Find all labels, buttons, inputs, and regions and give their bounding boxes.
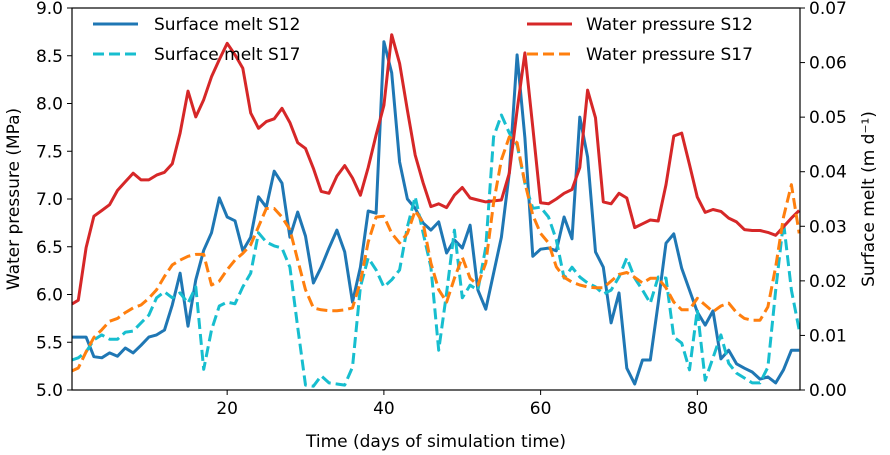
x-axis-ticks: 20 40 60 80	[216, 390, 708, 419]
y-right-tick-label: 0.05	[809, 108, 847, 128]
y-tick-label: 8.5	[36, 47, 63, 67]
legend-label: Water pressure S17	[586, 45, 753, 65]
y-axis-label-left: Water pressure (MPa)	[4, 108, 24, 290]
series-layer	[71, 33, 801, 388]
y-right-tick-label: 0.07	[809, 0, 847, 19]
y-tick-label: 5.5	[36, 333, 63, 353]
x-tick-label: 40	[373, 399, 395, 419]
y-right-tick-label: 0.00	[809, 381, 847, 401]
y-right-tick-label: 0.01	[809, 326, 847, 346]
y-right-tick-label: 0.06	[809, 54, 847, 74]
legend-label: Surface melt S12	[154, 15, 300, 35]
y-right-tick-label: 0.02	[809, 272, 847, 292]
y-tick-label: 9.0	[36, 0, 63, 19]
legend-left: Surface melt S12 Surface melt S17	[93, 15, 300, 65]
y-right-tick-label: 0.04	[809, 163, 847, 183]
legend-label: Water pressure S12	[586, 15, 753, 35]
series-line-surface-melt-s17	[71, 113, 801, 388]
legend-right: Water pressure S12 Water pressure S17	[527, 15, 753, 65]
y-tick-label: 6.0	[36, 286, 63, 306]
series-line-surface-melt-s12	[72, 40, 800, 386]
series-line-water-pressure-s12	[71, 33, 801, 306]
x-tick-label: 80	[687, 399, 709, 419]
y-axis-label-right: Surface melt (m d⁻¹)	[859, 111, 879, 287]
y-tick-label: 6.5	[36, 238, 63, 258]
y-tick-label: 5.0	[36, 381, 63, 401]
x-tick-label: 60	[530, 399, 552, 419]
y-tick-label: 8.0	[36, 95, 63, 115]
y-right-tick-label: 0.03	[809, 217, 847, 237]
y-tick-label: 7.5	[36, 142, 63, 162]
y-axis-ticks-left: 5.0 5.5 6.0 6.5 7.0 7.5 8.0 8.5 9.0	[36, 0, 72, 401]
x-axis-label: Time (days of simulation time)	[305, 432, 566, 452]
x-tick-label: 20	[216, 399, 238, 419]
legend-label: Surface melt S17	[154, 45, 300, 65]
y-axis-ticks-right: 0.00 0.01 0.02 0.03 0.04 0.05 0.06 0.07	[800, 0, 847, 401]
y-tick-label: 7.0	[36, 190, 63, 210]
series-line-water-pressure-s17	[71, 135, 801, 373]
